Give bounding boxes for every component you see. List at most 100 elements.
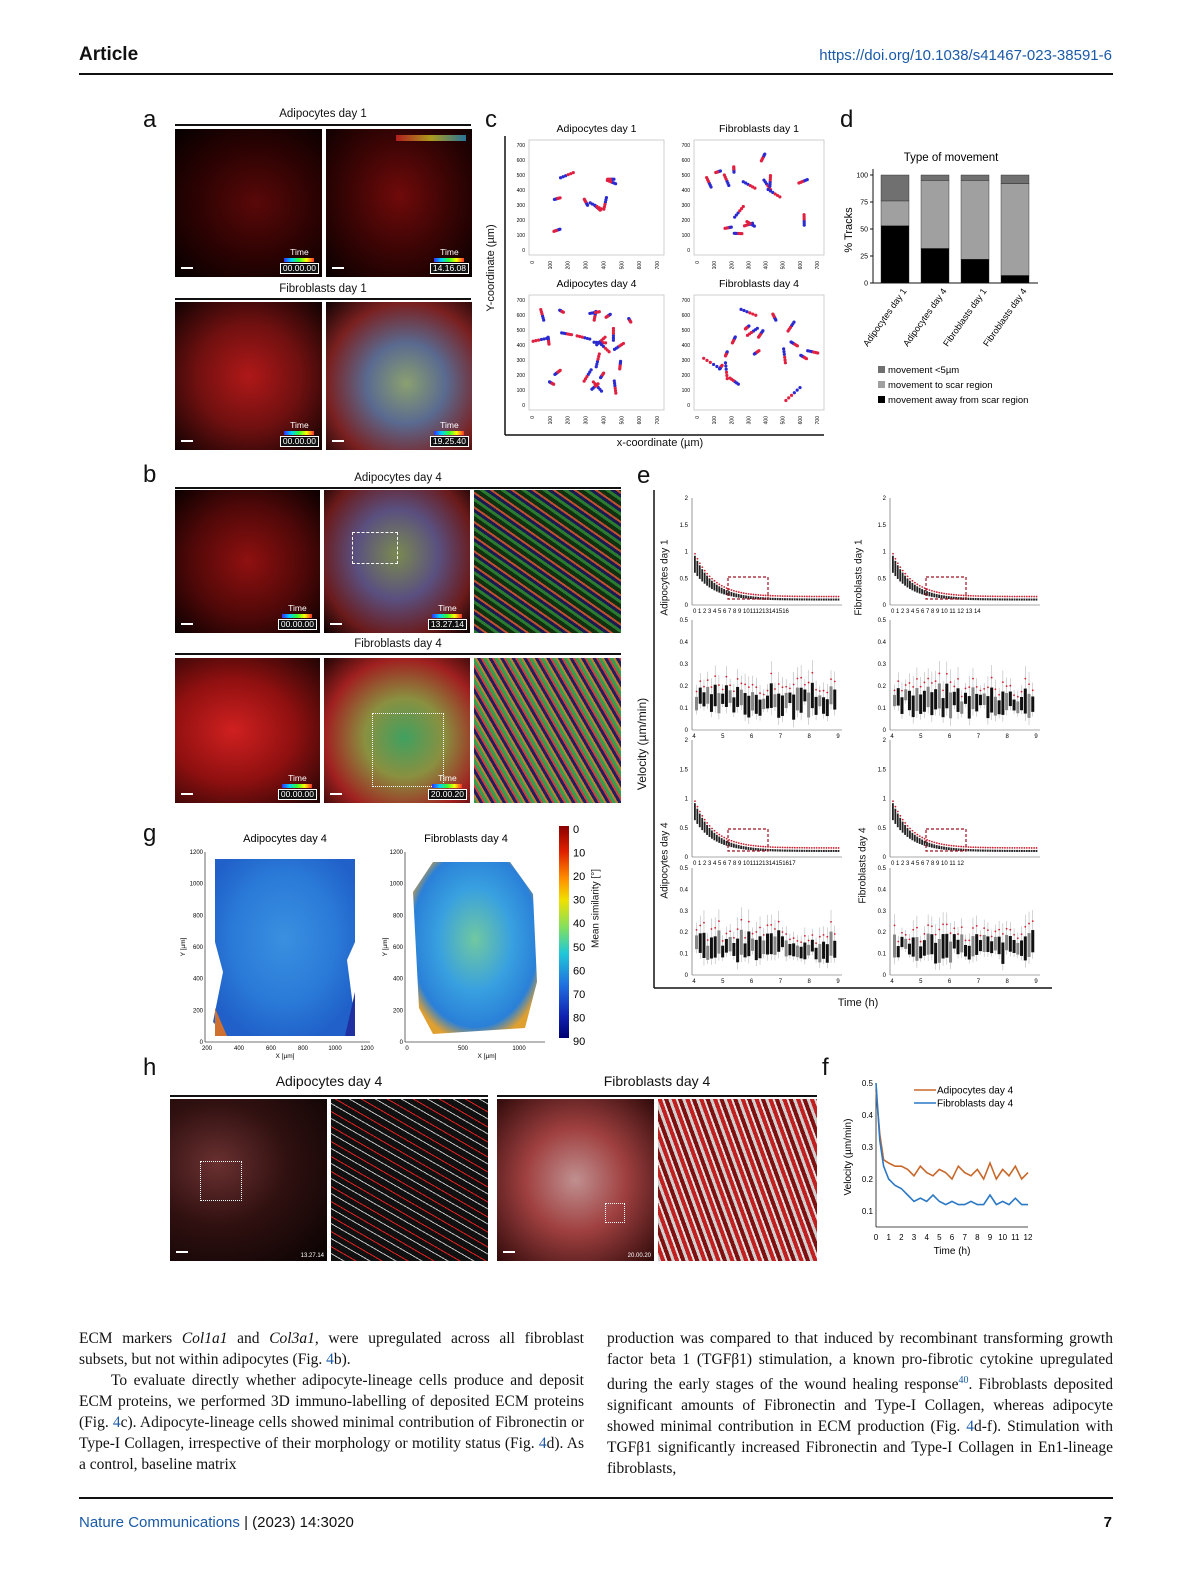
box-mark bbox=[758, 936, 762, 959]
box-mark bbox=[820, 598, 823, 601]
mean-mark bbox=[823, 847, 825, 849]
figure-link[interactable]: 4 bbox=[326, 1351, 334, 1368]
panel-label-g: g bbox=[143, 820, 157, 847]
mean-mark bbox=[990, 676, 993, 679]
bar-segment bbox=[960, 180, 990, 260]
mean-mark bbox=[792, 937, 795, 940]
box-mark bbox=[698, 687, 702, 704]
box-mark bbox=[921, 839, 923, 845]
mean-mark bbox=[755, 930, 758, 933]
figure-link[interactable]: 4 bbox=[538, 1435, 547, 1452]
x-tick-label: 6 bbox=[948, 979, 952, 985]
track-point bbox=[594, 365, 598, 369]
zoom-region-box bbox=[727, 828, 769, 852]
box-mark bbox=[979, 598, 982, 601]
track-point bbox=[757, 349, 761, 353]
y-tick-label: 0.4 bbox=[680, 887, 689, 893]
x-tick-label: 5 bbox=[919, 734, 923, 740]
mean-mark bbox=[960, 845, 963, 848]
mean-mark bbox=[1001, 846, 1004, 849]
similarity-map-adipocytes bbox=[213, 859, 355, 1036]
box-mark bbox=[702, 692, 706, 707]
track-point bbox=[571, 171, 575, 175]
box-mark bbox=[997, 936, 1001, 955]
track-point bbox=[578, 334, 582, 339]
box-mark bbox=[949, 692, 953, 719]
mean-mark bbox=[762, 845, 765, 848]
mean-mark bbox=[757, 594, 760, 596]
doi-link[interactable]: https://doi.org/10.1038/s41467-023-38591… bbox=[819, 47, 1112, 64]
track-point bbox=[611, 336, 616, 340]
y-tick-label: 200 bbox=[393, 1008, 404, 1014]
text-run: d-f). Stimulation with TGFβ1 significant… bbox=[607, 1418, 1113, 1478]
box-mark bbox=[713, 832, 716, 841]
journal-name[interactable]: Nature Communications bbox=[79, 1514, 240, 1531]
box-mark bbox=[801, 598, 803, 601]
mean-mark bbox=[968, 939, 971, 942]
box-mark bbox=[960, 848, 962, 852]
figure-link[interactable]: 4 bbox=[966, 1418, 974, 1436]
y-tick-label: 0.4 bbox=[878, 887, 887, 893]
track-point bbox=[611, 331, 616, 335]
mean-mark bbox=[1013, 595, 1016, 598]
mean-mark bbox=[1024, 677, 1027, 680]
track-point bbox=[768, 189, 773, 193]
mean-mark bbox=[711, 827, 713, 830]
box-mark bbox=[899, 817, 902, 831]
box-mark bbox=[803, 942, 807, 960]
x-tick-label: 300 bbox=[584, 261, 590, 270]
x-tick-label: 2 bbox=[899, 1233, 904, 1242]
mean-mark bbox=[943, 592, 945, 595]
box-mark bbox=[940, 595, 943, 599]
box-mark bbox=[745, 595, 747, 599]
track-point bbox=[724, 370, 729, 374]
x-tick-label: 500 bbox=[781, 416, 787, 425]
time-stamp: Time 19.25.40 bbox=[429, 421, 469, 447]
mean-mark bbox=[1011, 846, 1014, 849]
y-tick-label: 200 bbox=[517, 218, 526, 224]
y-tick-label: 0.5 bbox=[862, 1079, 874, 1088]
track-point bbox=[705, 358, 709, 362]
track-point bbox=[564, 174, 568, 178]
y-tick-label: 400 bbox=[393, 977, 404, 983]
y-tick-label: 0 bbox=[685, 973, 689, 979]
mean-mark bbox=[818, 690, 821, 692]
box-mark bbox=[941, 934, 945, 959]
x-tick-label: 800 bbox=[298, 1046, 309, 1052]
mean-mark bbox=[744, 936, 746, 939]
micro-b5: Time 20.00.20 bbox=[324, 658, 470, 803]
y-tick-label: 700 bbox=[682, 298, 691, 304]
track-point bbox=[778, 195, 782, 199]
track-point bbox=[607, 350, 611, 354]
box-mark bbox=[1033, 849, 1035, 852]
box-mark bbox=[833, 940, 837, 958]
y-axis-label: Y [µm] bbox=[382, 937, 389, 956]
mean-mark bbox=[987, 686, 989, 689]
mean-mark bbox=[716, 831, 718, 834]
panel-g-title-left: Adipocytes day 4 bbox=[243, 833, 327, 845]
mean-mark bbox=[740, 591, 743, 594]
box-mark bbox=[788, 692, 792, 703]
micro-b6-zoom bbox=[474, 658, 621, 803]
panel-c-ylabel: Y-coordinate (µm) bbox=[485, 224, 497, 312]
mean-mark bbox=[733, 589, 735, 592]
figure-link[interactable]: 4 bbox=[112, 1414, 121, 1431]
box-mark bbox=[781, 849, 784, 852]
box-mark bbox=[713, 936, 717, 958]
category-label: Fibroblasts day 4 bbox=[981, 286, 1029, 348]
x-tick-label: 200 bbox=[566, 416, 572, 425]
mean-mark bbox=[975, 924, 978, 927]
box-mark bbox=[795, 945, 799, 958]
mean-mark bbox=[779, 595, 782, 597]
box-mark bbox=[964, 944, 967, 957]
mean-mark bbox=[998, 928, 1001, 931]
mean-mark bbox=[901, 569, 904, 572]
mean-mark bbox=[713, 829, 716, 832]
mean-mark bbox=[931, 589, 933, 592]
box-mark bbox=[921, 589, 923, 595]
y-tick-label: 1.5 bbox=[680, 767, 689, 773]
paragraph: To evaluate directly whether adipocyte-l… bbox=[79, 1370, 584, 1475]
x-tick-label: 400 bbox=[601, 261, 607, 270]
mean-mark bbox=[987, 846, 989, 849]
box-mark bbox=[749, 596, 752, 600]
